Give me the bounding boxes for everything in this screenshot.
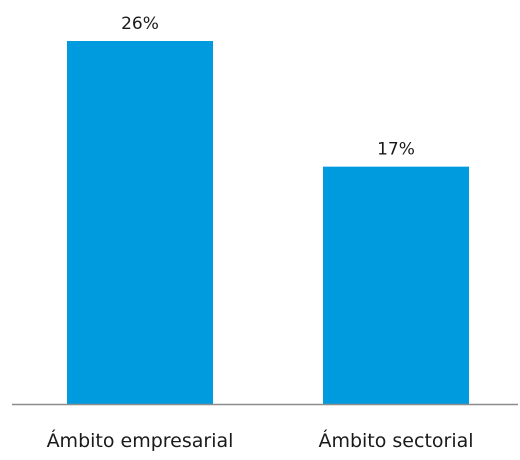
category-labels-layer: Ámbito empresarial Ámbito sectorial bbox=[47, 429, 474, 452]
bar-2 bbox=[323, 166, 469, 404]
data-label-2: 17% bbox=[377, 140, 415, 160]
data-labels-layer: 26% 17% bbox=[121, 14, 415, 160]
category-label-1: Ámbito empresarial bbox=[47, 429, 234, 452]
bar-1 bbox=[67, 41, 213, 404]
data-label-1: 26% bbox=[121, 14, 159, 34]
category-label-2: Ámbito sectorial bbox=[318, 429, 473, 452]
bars-layer bbox=[67, 41, 469, 404]
